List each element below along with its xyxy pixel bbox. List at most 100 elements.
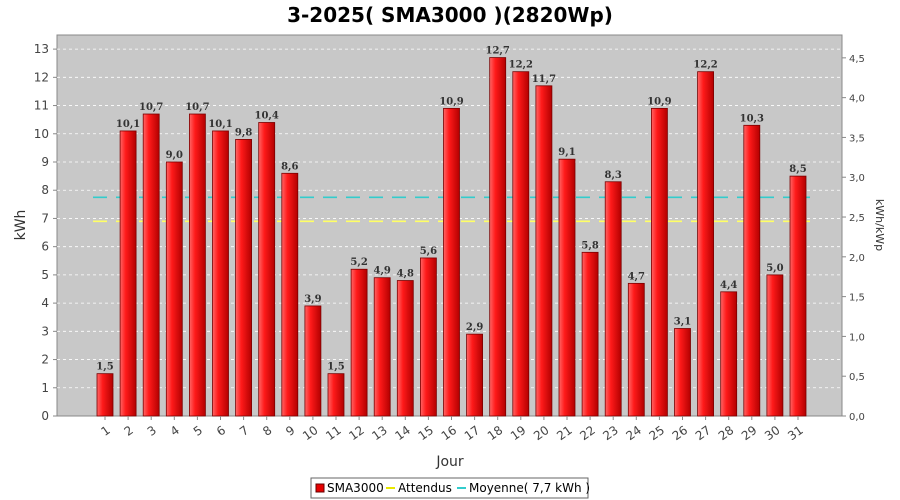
x-tick-label: 13 xyxy=(369,423,390,443)
bar xyxy=(674,328,691,417)
bar xyxy=(304,305,322,417)
data-label: 4,9 xyxy=(373,266,390,277)
y-tick-label: 13 xyxy=(34,42,49,56)
data-label: 10,9 xyxy=(647,96,671,107)
bar xyxy=(604,181,622,417)
y-tick-label: 2 xyxy=(41,353,49,367)
data-label: 10,7 xyxy=(185,102,209,113)
bar xyxy=(188,113,206,417)
chart-title: 3-2025( SMA3000 )(2820Wp) xyxy=(287,3,613,27)
data-label: 12,2 xyxy=(693,60,717,71)
x-tick-label: 26 xyxy=(670,423,691,443)
data-label: 5,6 xyxy=(420,246,437,257)
bar xyxy=(766,274,784,417)
data-label: 10,9 xyxy=(439,96,463,107)
data-label: 8,3 xyxy=(604,170,621,181)
y-tick-label: 3 xyxy=(41,324,49,338)
bar xyxy=(165,161,183,417)
data-label: 1,5 xyxy=(327,362,344,373)
y-tick-label: 9 xyxy=(41,155,49,169)
legend-swatch-sma3000 xyxy=(315,483,325,493)
data-label: 3,9 xyxy=(304,294,321,305)
legend-box xyxy=(310,477,589,499)
y2-tick-label: 1,5 xyxy=(849,293,865,304)
bar xyxy=(443,107,460,417)
data-label: 4,8 xyxy=(397,269,414,280)
y2-tick-label: 4,0 xyxy=(849,94,865,105)
x-tick-label: 23 xyxy=(600,423,621,443)
data-label: 5,0 xyxy=(766,263,783,274)
data-label: 3,1 xyxy=(674,317,691,328)
x-tick-label: 28 xyxy=(716,423,737,443)
x-tick-label: 14 xyxy=(392,423,413,443)
data-label: 10,7 xyxy=(139,102,163,113)
y2-tick-label: 3,5 xyxy=(849,133,865,144)
x-tick-label: 24 xyxy=(623,423,644,443)
data-label: 9,1 xyxy=(558,147,575,158)
y2-tick-label: 0,0 xyxy=(849,412,865,423)
x-tick-label: 12 xyxy=(346,423,367,443)
bar xyxy=(697,71,714,417)
data-labels: 1,510,110,79,010,710,19,810,48,63,91,55,… xyxy=(96,46,806,373)
y-axis-label: kWh xyxy=(13,210,29,241)
x-tick-label: 5 xyxy=(191,423,205,439)
y2-tick-label: 4,5 xyxy=(849,54,865,65)
x-tick-label: 29 xyxy=(739,423,760,443)
bar xyxy=(373,277,391,417)
y2-tick-label: 1,0 xyxy=(849,332,865,343)
bar xyxy=(627,282,645,417)
x-tick-label: 9 xyxy=(283,423,297,439)
data-label: 8,6 xyxy=(281,161,298,172)
data-label: 10,3 xyxy=(740,113,764,124)
bar xyxy=(535,85,553,417)
data-label: 10,1 xyxy=(208,119,232,130)
x-tick-label: 19 xyxy=(508,423,529,443)
data-label: 9,0 xyxy=(166,150,183,161)
data-label: 10,1 xyxy=(116,119,140,130)
x-tick-label: 15 xyxy=(416,423,437,443)
y2-tick-label: 3,0 xyxy=(849,173,865,184)
data-label: 11,7 xyxy=(532,74,556,85)
x-axis-label: Jour xyxy=(435,454,464,470)
legend-label-attendus: Attendus xyxy=(398,481,452,495)
bar xyxy=(558,158,576,417)
x-tick-label: 2 xyxy=(122,423,136,439)
legend-label-moyenne: Moyenne( 7,7 kWh ) xyxy=(469,481,590,495)
x-tick-label: 16 xyxy=(439,423,460,443)
x-tick-label: 17 xyxy=(462,423,483,443)
data-label: 8,5 xyxy=(789,164,806,175)
bar xyxy=(512,71,530,417)
y2-tick-label: 0,5 xyxy=(849,372,865,383)
legend: SMA3000 Attendus Moyenne( 7,7 kWh ) xyxy=(310,477,590,499)
bar xyxy=(396,280,414,417)
bar xyxy=(466,333,484,417)
bar xyxy=(743,124,761,417)
y-tick-label: 8 xyxy=(41,183,49,197)
y2-tick-label: 2,0 xyxy=(849,253,865,264)
bar xyxy=(142,113,160,417)
bar xyxy=(720,291,738,417)
x-tick-label: 31 xyxy=(785,423,806,443)
y-tick-label: 7 xyxy=(41,211,49,225)
y-tick-label: 1 xyxy=(41,381,49,395)
data-label: 5,2 xyxy=(350,257,367,268)
bar xyxy=(119,130,137,417)
x-tick-label: 30 xyxy=(762,423,783,443)
y2-tick-label: 2,5 xyxy=(849,213,865,224)
x-tick-label: 21 xyxy=(554,423,575,443)
bar xyxy=(235,139,253,417)
bar xyxy=(327,373,345,417)
bar xyxy=(489,57,507,417)
x-tick-label: 20 xyxy=(531,423,552,443)
bar xyxy=(789,175,807,417)
x-tick-label: 27 xyxy=(693,423,714,443)
x-tick-label: 11 xyxy=(323,423,344,443)
bar xyxy=(212,130,229,417)
x-axis-ticks: 1 2 3 4 5 6 7 8 9 10 11 12 13 14 15 16 17 18 19 20 21 22 23 24 2… xyxy=(98,416,806,443)
y-tick-label: 4 xyxy=(41,296,49,310)
y-tick-label: 6 xyxy=(41,240,49,254)
bar xyxy=(581,251,599,417)
bar xyxy=(281,172,299,417)
y-tick-label: 0 xyxy=(41,409,49,423)
